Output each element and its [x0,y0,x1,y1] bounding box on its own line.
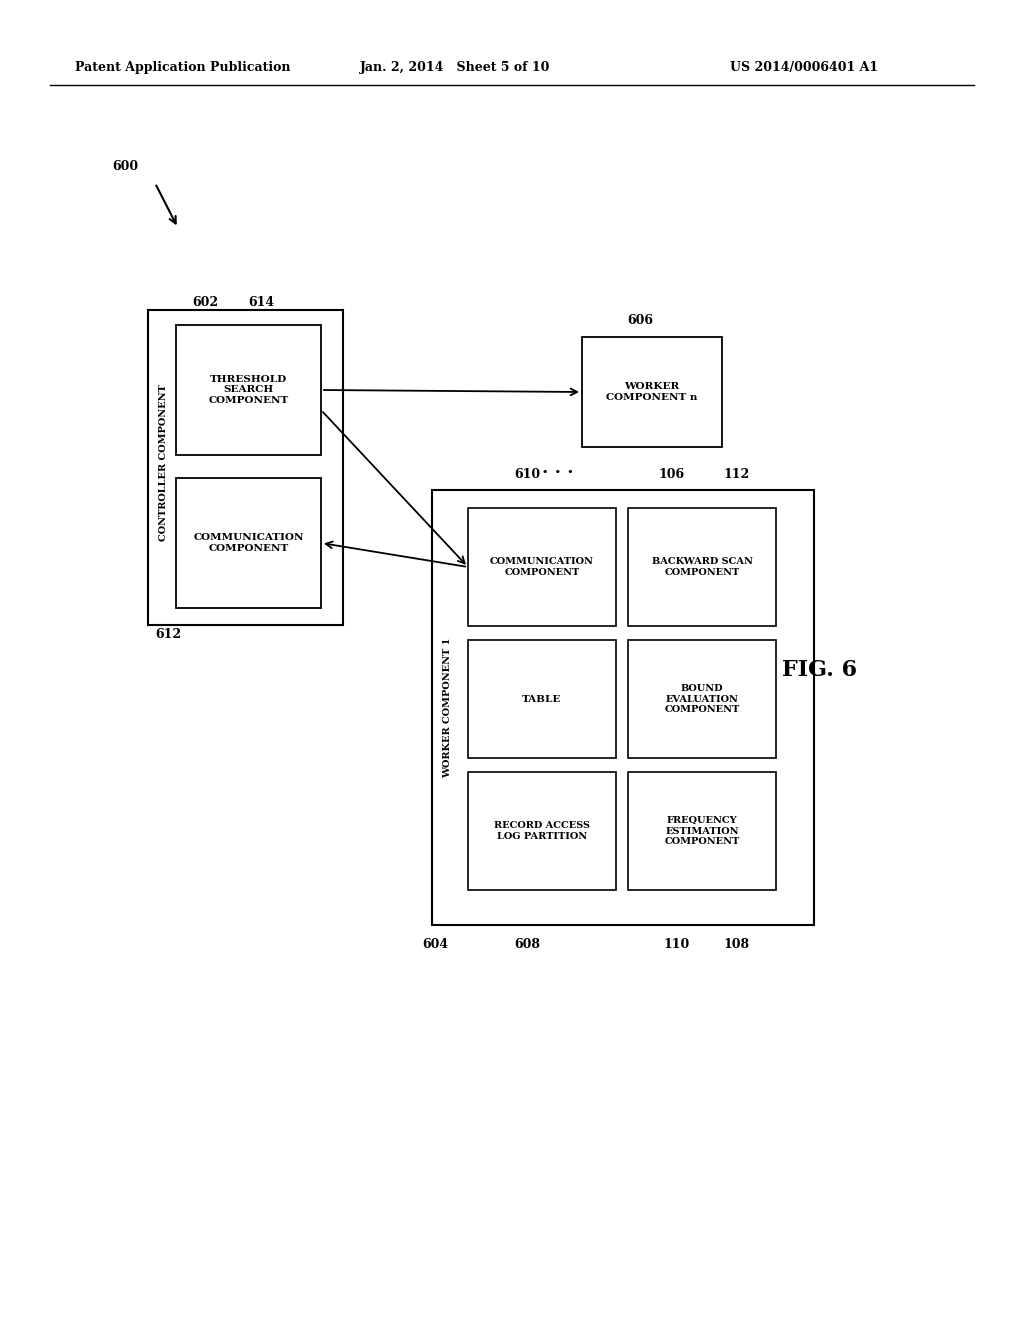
Bar [582,337,722,447]
Text: THRESHOLD
SEARCH
COMPONENT: THRESHOLD SEARCH COMPONENT [208,375,289,405]
Bar [468,772,616,890]
Text: Jan. 2, 2014   Sheet 5 of 10: Jan. 2, 2014 Sheet 5 of 10 [360,62,550,74]
Bar [432,490,814,925]
Text: FREQUENCY
ESTIMATION
COMPONENT: FREQUENCY ESTIMATION COMPONENT [665,816,739,846]
Bar [176,325,321,455]
Text: CONTROLLER COMPONENT: CONTROLLER COMPONENT [160,384,169,541]
Bar [468,640,616,758]
Text: . . .: . . . [542,459,573,477]
Bar [628,508,776,626]
Text: 110: 110 [664,939,690,952]
Text: 600: 600 [112,161,138,173]
Text: US 2014/0006401 A1: US 2014/0006401 A1 [730,62,879,74]
Text: BOUND
EVALUATION
COMPONENT: BOUND EVALUATION COMPONENT [665,684,739,714]
Text: 606: 606 [627,314,653,327]
Text: 602: 602 [193,296,218,309]
Text: COMMUNICATION
COMPONENT: COMMUNICATION COMPONENT [490,557,594,577]
Text: WORKER
COMPONENT n: WORKER COMPONENT n [606,383,697,401]
Bar [176,478,321,609]
Text: 604: 604 [422,939,449,952]
Text: Patent Application Publication: Patent Application Publication [75,62,291,74]
Text: COMMUNICATION
COMPONENT: COMMUNICATION COMPONENT [194,533,304,553]
Text: 106: 106 [658,467,685,480]
Text: 614: 614 [248,296,274,309]
Text: 112: 112 [724,467,751,480]
Text: FIG. 6: FIG. 6 [782,659,857,681]
Text: 610: 610 [514,467,540,480]
Text: WORKER COMPONENT 1: WORKER COMPONENT 1 [443,638,453,777]
Text: BACKWARD SCAN
COMPONENT: BACKWARD SCAN COMPONENT [651,557,753,577]
Bar [628,640,776,758]
Text: TABLE: TABLE [522,694,562,704]
Text: 108: 108 [724,939,750,952]
Text: RECORD ACCESS
LOG PARTITION: RECORD ACCESS LOG PARTITION [494,821,590,841]
Bar [468,508,616,626]
Bar [628,772,776,890]
Text: 612: 612 [155,627,181,640]
Text: 608: 608 [514,939,540,952]
Bar [148,310,343,624]
